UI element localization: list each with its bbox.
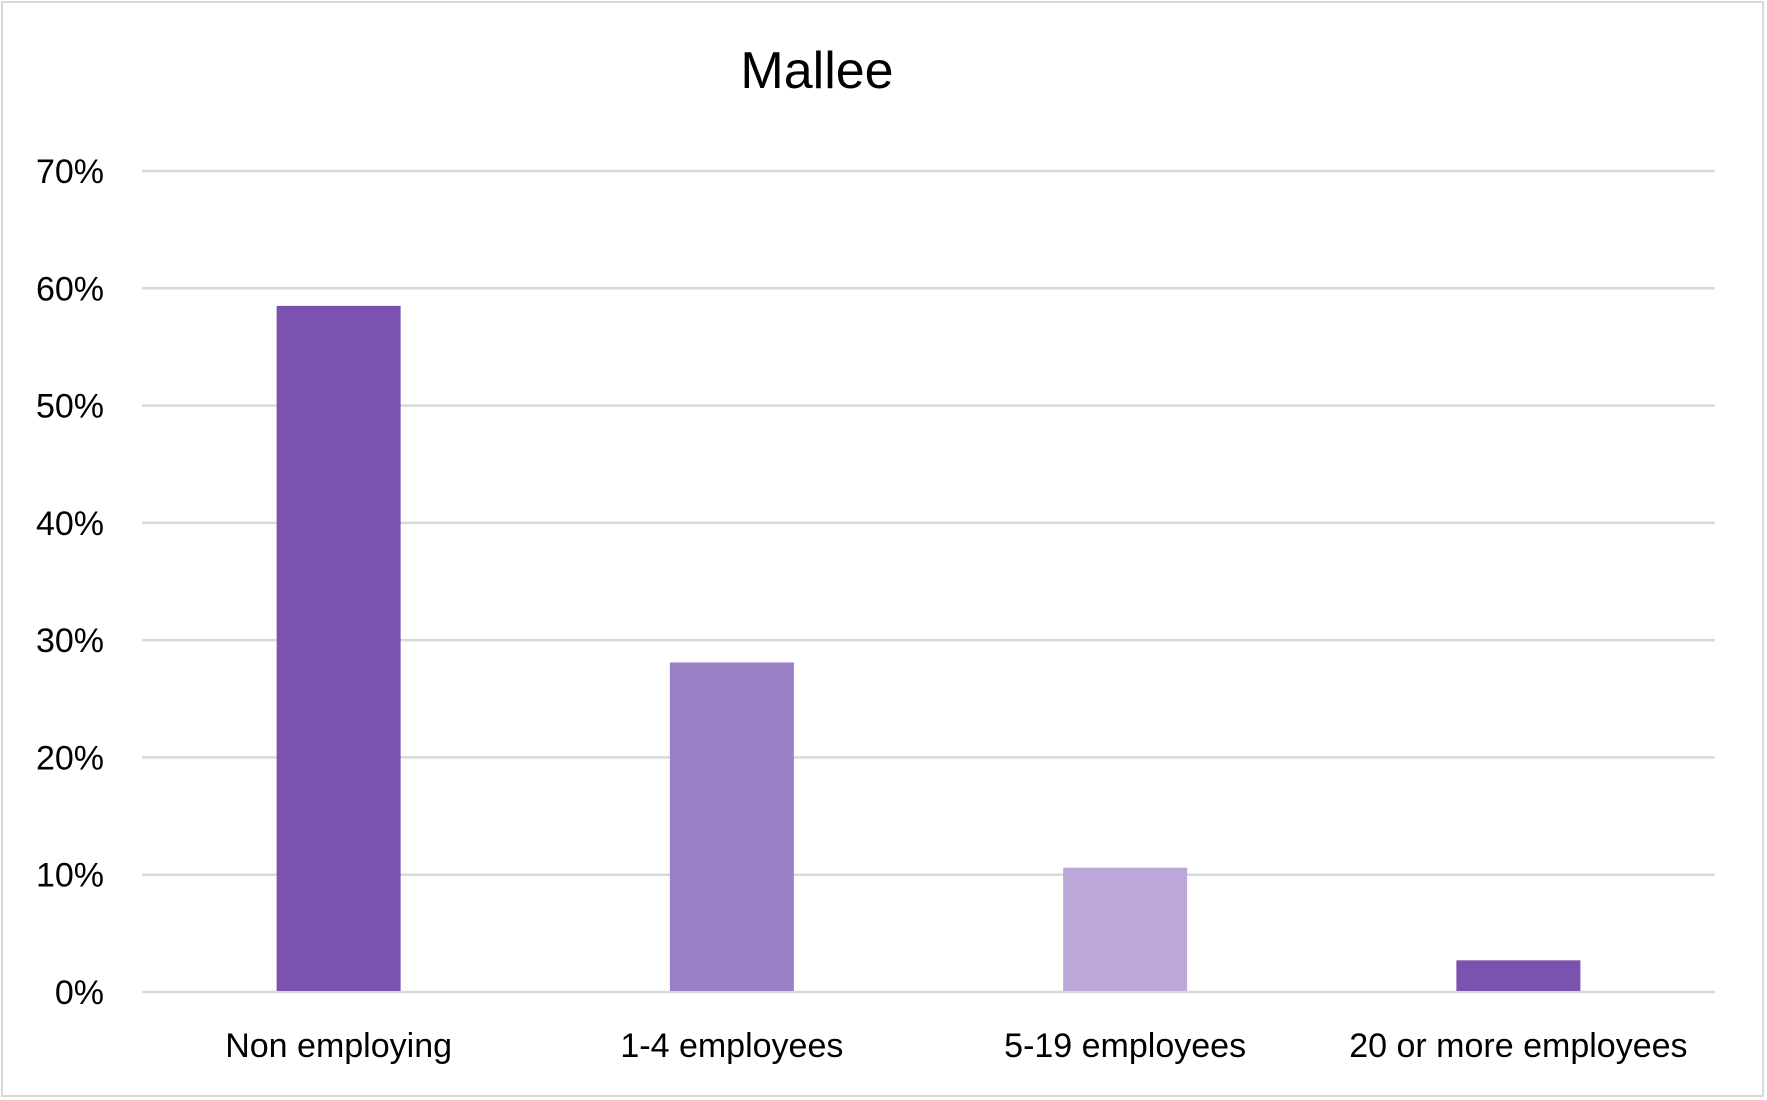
y-tick-label: 30%: [36, 622, 104, 660]
y-axis-ticks: 0% 10% 20% 30% 40% 50% 60% 70%: [36, 153, 104, 1012]
bar: [1063, 867, 1188, 991]
y-tick-label: 40%: [36, 505, 104, 543]
gridlines: [142, 169, 1715, 994]
bar: [1456, 960, 1581, 991]
y-tick-label: 60%: [36, 270, 104, 308]
bar: [276, 305, 401, 992]
y-tick-label: 50%: [36, 388, 104, 426]
chart-title: Mallee: [740, 42, 893, 100]
y-tick-label: 20%: [36, 739, 104, 777]
bar: [669, 662, 794, 991]
y-tick-label: 10%: [36, 857, 104, 895]
bars: [276, 305, 1581, 992]
x-tick-label: 5-19 employees: [1004, 1027, 1246, 1065]
x-tick-label: 20 or more employees: [1349, 1027, 1687, 1065]
x-tick-label: Non employing: [225, 1027, 452, 1065]
y-tick-label: 70%: [36, 153, 104, 191]
y-tick-label: 0%: [55, 974, 104, 1012]
x-tick-label: 1-4 employees: [620, 1027, 843, 1065]
x-axis-labels: Non employing 1-4 employees 5-19 employees…: [225, 1027, 1687, 1065]
